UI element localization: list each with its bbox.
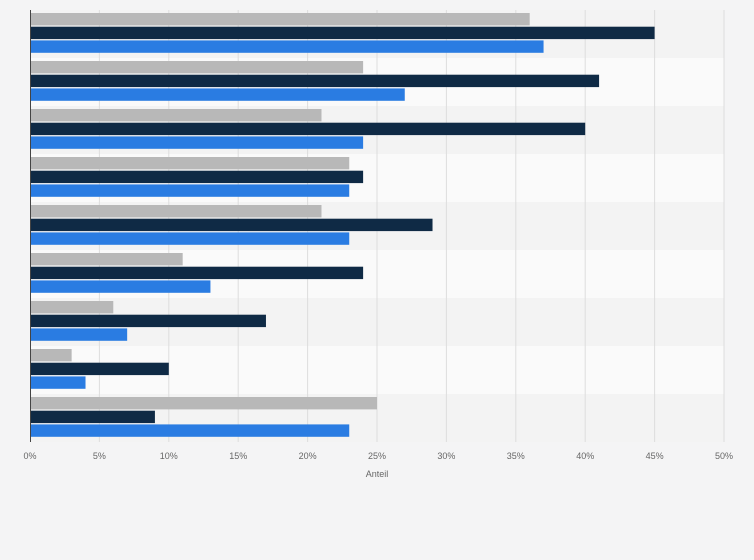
x-tick-label: 50% [715, 451, 733, 461]
x-tick-label: 30% [437, 451, 455, 461]
bar[interactable] [30, 88, 405, 101]
bar[interactable] [30, 40, 544, 53]
bar[interactable] [30, 376, 86, 389]
bar[interactable] [30, 253, 183, 266]
bar[interactable] [30, 397, 377, 410]
x-tick-label: 10% [160, 451, 178, 461]
bar[interactable] [30, 349, 72, 362]
x-tick-label: 40% [576, 451, 594, 461]
bar[interactable] [30, 328, 128, 341]
bar[interactable] [30, 136, 364, 149]
bar[interactable] [30, 26, 655, 40]
bar[interactable] [30, 122, 586, 136]
bar[interactable] [30, 61, 364, 74]
x-tick-label: 25% [368, 451, 386, 461]
x-axis-title: Anteil [366, 469, 389, 479]
x-tick-label: 15% [229, 451, 247, 461]
x-tick-label: 35% [507, 451, 525, 461]
bars [30, 13, 655, 437]
bar[interactable] [30, 157, 350, 170]
bar[interactable] [30, 301, 114, 314]
bar[interactable] [30, 184, 350, 197]
bar[interactable] [30, 205, 322, 218]
x-tick-label: 20% [299, 451, 317, 461]
bar[interactable] [30, 424, 350, 437]
bar[interactable] [30, 170, 364, 184]
bar[interactable] [30, 410, 155, 424]
bar[interactable] [30, 314, 266, 328]
x-tick-label: 5% [93, 451, 106, 461]
bar[interactable] [30, 280, 211, 293]
bar[interactable] [30, 362, 169, 376]
x-tick-label: 45% [646, 451, 664, 461]
bar[interactable] [30, 74, 600, 88]
x-axis-ticks: 0% 5% 10% 15% 20% 25% 30% 35% 40% 45% 50% [23, 451, 733, 461]
bar[interactable] [30, 13, 530, 26]
bar[interactable] [30, 218, 433, 232]
bar[interactable] [30, 109, 322, 122]
bar[interactable] [30, 266, 364, 280]
bar[interactable] [30, 232, 350, 245]
x-tick-label: 0% [23, 451, 36, 461]
